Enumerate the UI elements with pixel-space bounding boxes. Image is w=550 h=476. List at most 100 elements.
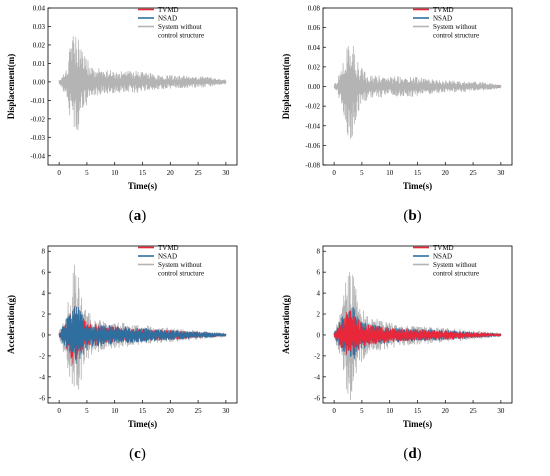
x-tick-label: 0 [332,407,336,415]
x-tick-label: 10 [386,169,394,177]
legend-label: NSAD [158,253,177,261]
y-tick-label: -6 [39,394,45,402]
y-axis-label: Acceleration(g) [6,295,16,354]
y-tick-label: -0.06 [305,142,320,150]
legend-label: System without [433,23,477,31]
y-tick-label: 0.04 [308,44,321,52]
y-tick-label: 0.00 [33,78,46,86]
y-tick-label: 0.02 [308,63,321,71]
panel-a: 0 5 10 15 20 25 30 -0.04 -0.03 -0.02 -0.01 0.00 0.01… [0,0,275,238]
x-tick-label: 10 [111,407,119,415]
chart-c: 0 5 10 15 20 25 30 -6 -4 -2 0 2 4 6 8 Time(s) Accelerati… [6,244,238,429]
x-tick-label: 25 [470,407,478,415]
y-tick-label: -2 [39,352,45,360]
y-tick-label: 2 [317,311,321,319]
x-tick-label: 5 [360,169,364,177]
x-tick-label: 15 [414,407,422,415]
caption-d: (d) [403,446,422,462]
legend-label: control structure [158,32,204,40]
y-tick-label: -0.04 [30,152,45,160]
y-tick-label: 8 [317,248,321,256]
legend-label: TVMD [433,244,454,252]
x-tick-label: 30 [497,169,505,177]
y-tick-label: 0 [317,331,321,339]
x-tick-label: 25 [195,169,203,177]
y-tick-label: 0.03 [33,23,46,31]
y-tick-label: -0.01 [30,97,45,105]
x-tick-label: 5 [360,407,364,415]
y-tick-label: -0.08 [305,162,320,170]
caption-a: (a) [128,208,147,224]
x-tick-label: 5 [85,407,89,415]
y-tick-label: -0.02 [305,103,320,111]
x-tick-label: 10 [386,407,394,415]
legend-label: control structure [433,32,479,40]
y-tick-label: 0 [42,331,46,339]
x-axis-label: Time(s) [128,419,157,429]
x-tick-label: 15 [139,407,147,415]
legend-label: control structure [433,270,479,278]
legend-label: TVMD [433,6,454,14]
y-tick-label: -4 [314,373,320,381]
y-tick-label: 0.06 [308,24,321,32]
x-tick-label: 25 [195,407,203,415]
y-tick-label: 4 [317,290,321,298]
chart-d: 0 5 10 15 20 25 30 -6 -4 -2 0 2 4 6 8 Time(s) Accelerati… [281,244,513,429]
x-axis-label: Time(s) [403,419,432,429]
legend-label: System without [158,261,202,269]
x-tick-label: 20 [442,169,450,177]
y-axis-label: Displacement(m) [281,54,291,119]
series-nsad [58,306,227,364]
x-tick-label: 0 [332,169,336,177]
x-tick-label: 15 [414,169,422,177]
x-tick-label: 15 [139,169,147,177]
y-tick-label: -0.02 [30,115,45,123]
caption-b: (b) [403,208,422,224]
x-tick-label: 25 [470,169,478,177]
y-tick-label: -4 [39,373,45,381]
y-tick-label: 8 [42,248,46,256]
x-axis-label: Time(s) [128,181,157,191]
legend-label: control structure [158,270,204,278]
x-axis-label: Time(s) [403,181,432,191]
y-axis-label: Acceleration(g) [281,295,291,354]
x-tick-label: 0 [57,169,61,177]
legend-label: NSAD [158,15,177,23]
x-tick-label: 20 [167,407,175,415]
legend-label: TVMD [158,6,179,14]
y-tick-label: 6 [317,269,321,277]
panel-c: 0 5 10 15 20 25 30 -6 -4 -2 0 2 4 6 8 Time(s) Accelerati… [0,238,275,476]
y-tick-label: -0.04 [305,122,320,130]
series-system-without-control-structure [58,36,227,131]
y-tick-label: 0.01 [33,60,46,68]
y-tick-label: 2 [42,311,46,319]
y-tick-label: 4 [42,290,46,298]
panel-d: 0 5 10 15 20 25 30 -6 -4 -2 0 2 4 6 8 Time(s) Accelerati… [275,238,550,476]
y-tick-label: 6 [42,269,46,277]
x-tick-label: 0 [57,407,61,415]
x-tick-label: 30 [222,169,230,177]
y-tick-label: -6 [314,394,320,402]
legend-label: NSAD [433,15,452,23]
legend-label: NSAD [433,253,452,261]
y-tick-label: -0.03 [30,134,45,142]
y-tick-label: 0.08 [308,5,321,13]
legend-label: System without [433,261,477,269]
y-tick-label: 0.02 [33,41,46,49]
chart-b: 0 5 10 15 20 25 30 -0.08 -0.06 -0.04 -0.02 0.00 0.02… [281,5,513,191]
caption-c: (c) [129,446,146,462]
y-axis-label: Displacement(m) [6,54,16,119]
y-tick-label: 0.04 [33,5,46,13]
panel-b: 0 5 10 15 20 25 30 -0.08 -0.06 -0.04 -0.02 0.00 0.02… [275,0,550,238]
legend-label: System without [158,23,202,31]
y-tick-label: 0.00 [308,83,321,91]
x-tick-label: 30 [497,407,505,415]
x-tick-label: 20 [167,169,175,177]
x-tick-label: 30 [222,407,230,415]
legend-label: TVMD [158,244,179,252]
series-tvmd [333,310,502,356]
x-tick-label: 5 [85,169,89,177]
series-system-without-control-structure [333,46,502,139]
x-tick-label: 20 [442,407,450,415]
chart-a: 0 5 10 15 20 25 30 -0.04 -0.03 -0.02 -0.01 0.00 0.01… [6,5,238,191]
